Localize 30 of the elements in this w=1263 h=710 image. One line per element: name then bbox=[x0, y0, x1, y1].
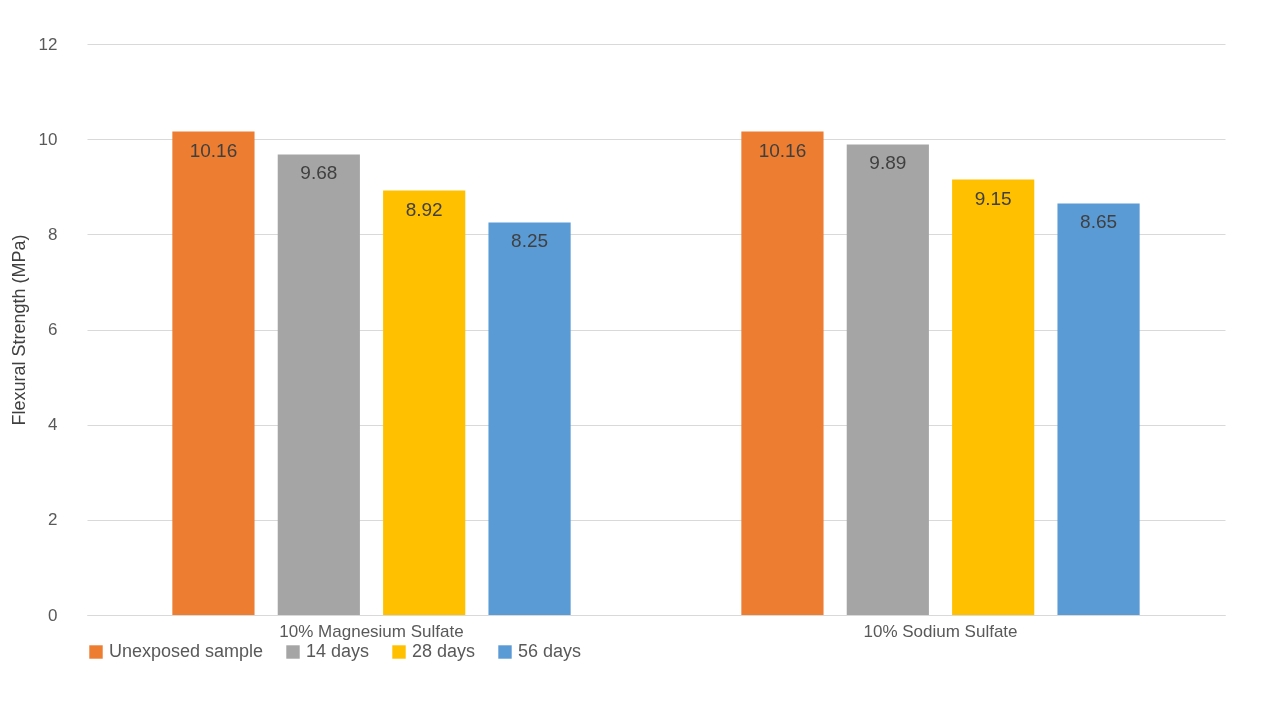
data-label: 9.89 bbox=[869, 152, 907, 174]
y-axis-title: Flexural Strength (MPa) bbox=[8, 234, 29, 426]
bar bbox=[488, 222, 571, 615]
data-label: 10.16 bbox=[758, 139, 807, 161]
y-tick-label: 8 bbox=[48, 224, 58, 244]
data-label: 9.15 bbox=[974, 187, 1012, 209]
bar bbox=[952, 179, 1035, 615]
y-tick-label: 12 bbox=[38, 34, 58, 54]
data-label: 8.65 bbox=[1080, 211, 1118, 233]
y-tick-label: 6 bbox=[48, 320, 58, 339]
legend-label: 14 days bbox=[306, 641, 370, 661]
legend-label: 28 days bbox=[412, 641, 476, 661]
bar bbox=[741, 131, 824, 615]
y-tick-label: 4 bbox=[48, 415, 58, 435]
bar bbox=[1057, 203, 1140, 615]
y-tick-label: 0 bbox=[48, 605, 58, 625]
y-tick-label: 10 bbox=[38, 129, 58, 149]
legend-label: 56 days bbox=[518, 641, 582, 661]
x-tick-label: 10% Magnesium Sulfate bbox=[279, 621, 464, 641]
bar bbox=[172, 131, 255, 615]
data-label: 8.25 bbox=[511, 230, 549, 252]
bar bbox=[277, 154, 360, 615]
x-tick-label: 10% Sodium Sulfate bbox=[863, 621, 1018, 641]
data-label: 9.68 bbox=[300, 162, 338, 184]
bar bbox=[846, 144, 929, 615]
legend-label: Unexposed sample bbox=[109, 641, 264, 661]
data-label: 8.92 bbox=[405, 198, 443, 220]
bar bbox=[383, 190, 466, 615]
y-tick-label: 2 bbox=[48, 510, 58, 530]
data-label: 10.16 bbox=[189, 139, 238, 161]
